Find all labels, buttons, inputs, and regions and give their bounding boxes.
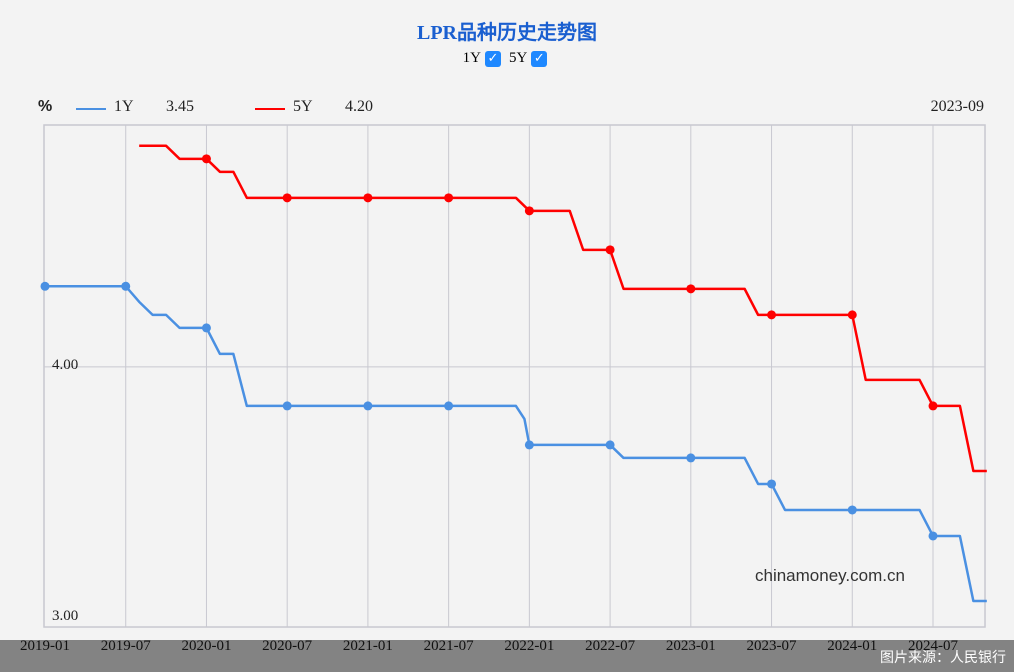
y-tick-label: 4.00 (52, 357, 79, 373)
toggle-1y-checkbox[interactable]: ✓ (485, 50, 501, 67)
legend-1y-swatch (76, 108, 106, 110)
y-tick-label: 3.00 (52, 608, 79, 624)
watermark: chinamoney.com.cn (755, 566, 905, 585)
x-tick-label: 2019-07 (100, 638, 151, 654)
series-toggles: 1Y ✓ 5Y ✓ (0, 50, 1014, 67)
series-line-5y (139, 144, 987, 473)
data-point-1y (40, 281, 50, 291)
toggle-5y-label: 5Y (509, 50, 528, 66)
x-tick-label: 2024-07 (908, 638, 958, 654)
data-point-5y (282, 193, 292, 203)
plot-frame (43, 124, 986, 628)
legend-5y-name: 5Y (293, 98, 313, 115)
data-point-1y (847, 505, 857, 515)
footer-bar: 图片来源：人民银行 (0, 640, 1014, 672)
unit-label: % (38, 98, 53, 115)
x-tick-label: 2021-01 (342, 638, 393, 654)
data-point-5y (847, 310, 857, 320)
data-point-5y (201, 154, 211, 164)
data-point-1y (363, 401, 373, 411)
toggle-5y-checkbox[interactable]: ✓ (531, 50, 548, 67)
legend-1y-name: 1Y (114, 98, 134, 115)
chart-title: LPR品种历史走势图 (417, 22, 597, 44)
series-line-1y (45, 285, 987, 603)
x-tick-label: 2019-01 (20, 638, 70, 654)
x-tick-label: 2022-01 (504, 638, 555, 654)
data-point-5y (686, 284, 696, 294)
data-point-5y (767, 310, 777, 320)
data-point-1y (767, 479, 777, 489)
legend-1y-value: 3.45 (166, 98, 194, 115)
data-point-1y (524, 440, 534, 450)
data-point-5y (928, 401, 938, 411)
x-tick-label: 2022-07 (585, 638, 636, 654)
data-point-1y (686, 453, 696, 463)
data-point-5y (605, 245, 615, 255)
data-point-1y (282, 401, 292, 411)
x-tick-label: 2023-07 (746, 638, 797, 654)
data-point-5y (524, 206, 534, 216)
data-point-1y (605, 440, 615, 450)
x-tick-label: 2023-01 (665, 638, 716, 654)
x-tick-label: 2020-01 (181, 638, 232, 654)
x-tick-label: 2020-07 (262, 638, 313, 654)
crosshair-date: 2023-09 (930, 98, 984, 115)
data-point-1y (444, 401, 454, 411)
x-tick-label: 2021-07 (423, 638, 474, 654)
toggle-1y-label: 1Y (462, 50, 481, 66)
data-point-5y (363, 193, 373, 203)
legend-5y-value: 4.20 (345, 98, 373, 115)
data-point-1y (201, 323, 211, 333)
x-tick-label: 2024-01 (827, 638, 878, 654)
legend-5y-swatch (255, 108, 285, 110)
data-point-5y (444, 193, 454, 203)
data-point-1y (121, 281, 131, 291)
image-credit: 图片来源：人民银行 (880, 650, 1006, 666)
legend-row: % 1Y 3.45 5Y 4.20 2023-09 (0, 98, 1014, 120)
data-point-1y (928, 531, 938, 541)
